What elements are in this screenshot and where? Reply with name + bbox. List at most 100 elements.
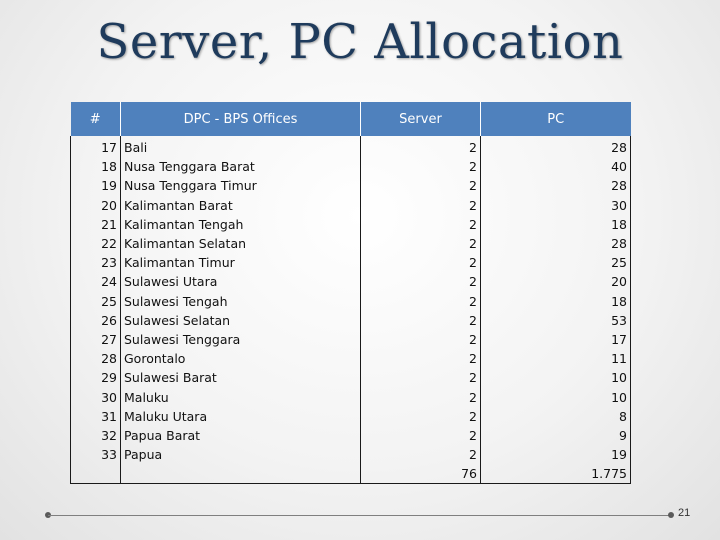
total-pc: 1.775: [480, 464, 631, 485]
row-office: Maluku Utara: [120, 406, 361, 426]
row-number: 33: [70, 445, 121, 465]
row-office: Sulawesi Selatan: [120, 310, 361, 330]
row-pc: 28: [480, 176, 631, 196]
row-number: 23: [70, 253, 121, 273]
row-pc: 19: [480, 445, 631, 465]
row-number: 30: [70, 387, 121, 407]
table-row: 30 Maluku 2 10: [70, 387, 631, 407]
row-server: 2: [360, 445, 481, 465]
row-number: 21: [70, 214, 121, 234]
table-row: 21 Kalimantan Tengah 2 18: [70, 214, 631, 234]
row-number: 24: [70, 272, 121, 292]
row-office: Nusa Tenggara Timur: [120, 176, 361, 196]
row-number: 25: [70, 291, 121, 311]
row-server: 2: [360, 349, 481, 369]
row-number: 31: [70, 406, 121, 426]
row-number: 22: [70, 233, 121, 254]
table-row: 33 Papua 2 19: [70, 445, 631, 465]
row-server: 2: [360, 136, 481, 158]
row-server: 2: [360, 329, 481, 350]
table-row: 26 Sulawesi Selatan 2 53: [70, 310, 631, 330]
row-office: Kalimantan Tengah: [120, 214, 361, 234]
row-server: 2: [360, 195, 481, 215]
row-pc: 28: [480, 136, 631, 158]
table-total-row: 76 1.775: [70, 464, 631, 485]
row-server: 2: [360, 387, 481, 407]
total-server: 76: [360, 464, 481, 485]
footer-divider: [48, 515, 672, 516]
table-row: 27 Sulawesi Tenggara 2 17: [70, 329, 631, 350]
row-pc: 10: [480, 387, 631, 407]
row-pc: 18: [480, 291, 631, 311]
total-office-cell: [120, 464, 361, 485]
row-office: Gorontalo: [120, 349, 361, 369]
table-row: 31 Maluku Utara 2 8: [70, 406, 631, 426]
row-server: 2: [360, 368, 481, 388]
row-office: Sulawesi Tenggara: [120, 329, 361, 350]
table-row: 18 Nusa Tenggara Barat 2 40: [70, 157, 631, 177]
table-row: 23 Kalimantan Timur 2 25: [70, 253, 631, 273]
row-pc: 28: [480, 233, 631, 254]
row-server: 2: [360, 406, 481, 426]
table-row: 19 Nusa Tenggara Timur 2 28: [70, 176, 631, 196]
row-office: Sulawesi Tengah: [120, 291, 361, 311]
row-office: Maluku: [120, 387, 361, 407]
table-row: 29 Sulawesi Barat 2 10: [70, 368, 631, 388]
header-office: DPC - BPS Offices: [120, 102, 361, 136]
row-server: 2: [360, 310, 481, 330]
row-office: Kalimantan Selatan: [120, 233, 361, 254]
row-number: 20: [70, 195, 121, 215]
row-number: 17: [70, 136, 121, 158]
row-pc: 40: [480, 157, 631, 177]
row-server: 2: [360, 233, 481, 254]
table-row: 20 Kalimantan Barat 2 30: [70, 195, 631, 215]
row-number: 27: [70, 329, 121, 350]
row-office: Bali: [120, 136, 361, 158]
header-server: Server: [360, 102, 481, 136]
row-number: 26: [70, 310, 121, 330]
slide-title: Server, PC Allocation: [96, 14, 624, 70]
row-office: Kalimantan Timur: [120, 253, 361, 273]
row-number: 19: [70, 176, 121, 196]
row-pc: 9: [480, 425, 631, 445]
table-row: 22 Kalimantan Selatan 2 28: [70, 233, 631, 254]
row-server: 2: [360, 157, 481, 177]
row-pc: 10: [480, 368, 631, 388]
table-row: 17 Bali 2 28: [70, 136, 631, 158]
row-server: 2: [360, 253, 481, 273]
row-office: Nusa Tenggara Barat: [120, 157, 361, 177]
table-row: 32 Papua Barat 2 9: [70, 425, 631, 445]
row-number: 28: [70, 349, 121, 369]
row-server: 2: [360, 272, 481, 292]
table-row: 25 Sulawesi Tengah 2 18: [70, 291, 631, 311]
row-pc: 25: [480, 253, 631, 273]
page-number: 21: [678, 507, 691, 519]
table-header-row: # DPC - BPS Offices Server PC: [70, 102, 631, 136]
table-row: 28 Gorontalo 2 11: [70, 349, 631, 369]
table-row: 24 Sulawesi Utara 2 20: [70, 272, 631, 292]
footer-right-dot: [668, 512, 674, 518]
row-office: Papua: [120, 445, 361, 465]
row-pc: 18: [480, 214, 631, 234]
row-office: Papua Barat: [120, 425, 361, 445]
row-office: Sulawesi Barat: [120, 368, 361, 388]
row-number: 32: [70, 425, 121, 445]
row-pc: 20: [480, 272, 631, 292]
header-pc: PC: [480, 102, 631, 136]
allocation-table: # DPC - BPS Offices Server PC 17 Bali 2 28 1…: [70, 102, 631, 485]
row-pc: 30: [480, 195, 631, 215]
row-server: 2: [360, 291, 481, 311]
row-office: Sulawesi Utara: [120, 272, 361, 292]
row-number: 18: [70, 157, 121, 177]
total-number-cell: [70, 464, 121, 485]
table-body: 17 Bali 2 28 18 Nusa Tenggara Barat 2 40 19 Nusa …: [70, 136, 631, 485]
row-pc: 11: [480, 349, 631, 369]
header-number: #: [70, 102, 121, 136]
row-pc: 17: [480, 329, 631, 350]
row-server: 2: [360, 214, 481, 234]
row-server: 2: [360, 425, 481, 445]
row-pc: 53: [480, 310, 631, 330]
row-office: Kalimantan Barat: [120, 195, 361, 215]
row-server: 2: [360, 176, 481, 196]
row-pc: 8: [480, 406, 631, 426]
